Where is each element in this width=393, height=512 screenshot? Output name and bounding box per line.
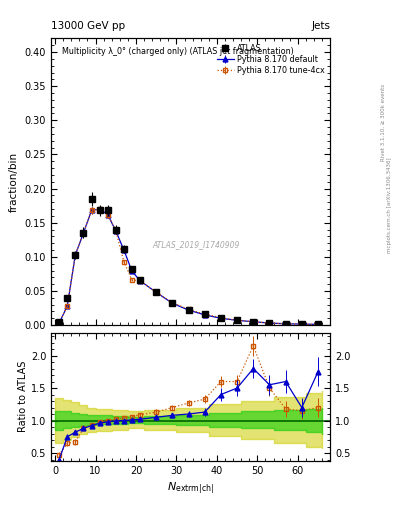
Legend: ATLAS, Pythia 8.170 default, Pythia 8.170 tune-4cx: ATLAS, Pythia 8.170 default, Pythia 8.17… — [216, 42, 326, 77]
Text: 13000 GeV pp: 13000 GeV pp — [51, 21, 125, 31]
X-axis label: $N_\mathrm{extrm|ch|}$: $N_\mathrm{extrm|ch|}$ — [167, 480, 214, 496]
Text: Multiplicity λ_0° (charged only) (ATLAS jet fragmentation): Multiplicity λ_0° (charged only) (ATLAS … — [62, 47, 294, 56]
Y-axis label: fraction/bin: fraction/bin — [9, 152, 19, 212]
Text: Jets: Jets — [311, 21, 330, 31]
Text: ATLAS_2019_I1740909: ATLAS_2019_I1740909 — [152, 240, 240, 249]
Text: mcplots.cern.ch [arXiv:1306.3436]: mcplots.cern.ch [arXiv:1306.3436] — [387, 157, 391, 252]
Text: Rivet 3.1.10, ≥ 300k events: Rivet 3.1.10, ≥ 300k events — [381, 84, 386, 161]
Y-axis label: Ratio to ATLAS: Ratio to ATLAS — [18, 361, 28, 433]
